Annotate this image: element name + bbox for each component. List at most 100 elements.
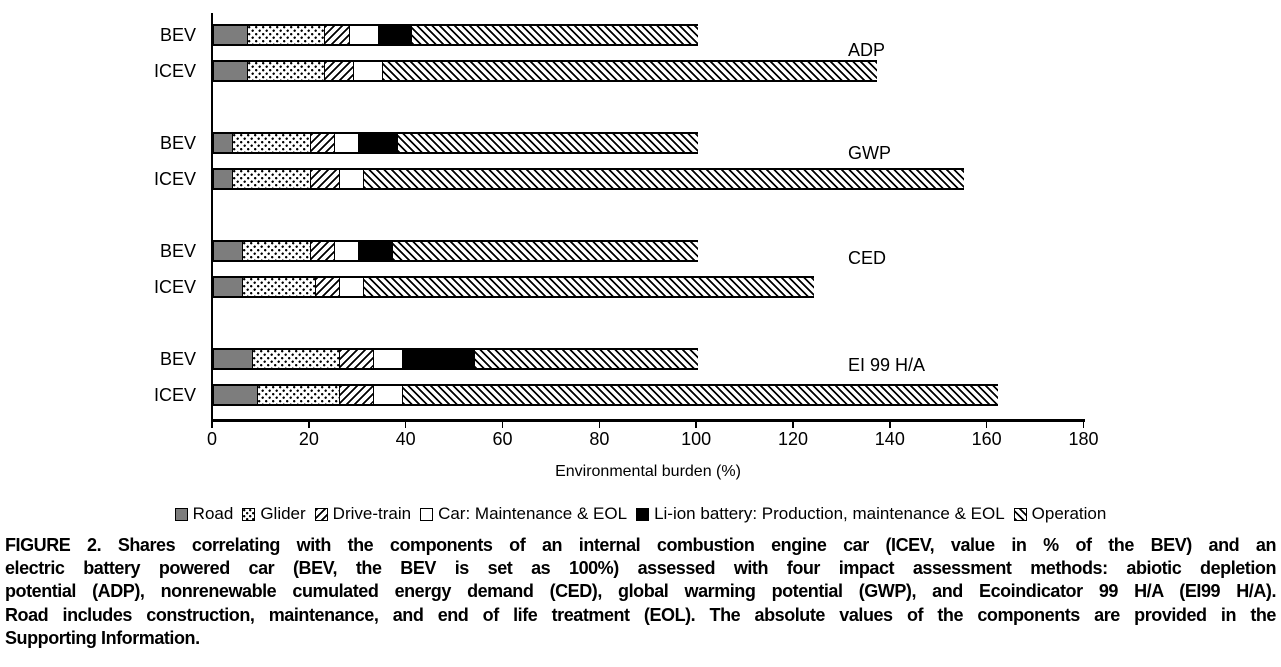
x-axis-tick-label: 80 [589, 429, 610, 449]
impact-method-label: EI 99 H/A [848, 355, 926, 375]
bar-segment-car_maintenance_eol [335, 134, 360, 152]
bar-segment-car_maintenance_eol [354, 62, 384, 80]
x-axis-tick-label: 120 [777, 429, 809, 449]
bar-segment-operation [393, 242, 699, 260]
bar-segment-car_maintenance_eol [373, 386, 403, 404]
bar-row-label: ICEV [153, 169, 196, 189]
x-axis-tick [985, 420, 988, 428]
stacked-bar [212, 132, 699, 154]
x-axis-line [211, 419, 1085, 422]
bar-segment-drive_train [310, 170, 340, 188]
x-axis-tick [211, 420, 213, 428]
impact-method-label: ADP [848, 40, 886, 60]
x-axis-tick-label: 100 [681, 429, 712, 449]
dotted-square-swatch-icon [242, 507, 256, 521]
caption-line: FIGURE 2. Shares correlating with the co… [5, 535, 1276, 555]
legend-label: Car: Maintenance & EOL [438, 504, 628, 523]
legend-label: Glider [260, 504, 306, 523]
x-axis-title: Environmental burden (%) [555, 463, 741, 480]
bar-segment-glider [247, 26, 326, 44]
chart-legend: Road Glider Drive-train Car: Maintenance & … [0, 501, 1281, 527]
bar-segment-car_maintenance_eol [339, 170, 365, 188]
legend-item: Operation [1013, 502, 1107, 526]
bar-segment-road [214, 278, 244, 296]
plot-area: Environmental burden (%) 0 20 40 60 80 100 120… [153, 13, 1099, 480]
legend-item: Glider [242, 502, 306, 526]
bar-segment-operation [364, 278, 815, 296]
bar-segment-road [214, 350, 253, 368]
bar-segment-li_ion_battery [378, 26, 413, 44]
bar-segment-drive_train [325, 62, 355, 80]
gray-square-swatch-icon [174, 507, 188, 521]
legend-label: Road [192, 504, 234, 523]
impact-method-label: CED [848, 248, 887, 268]
y-axis-line [211, 13, 213, 421]
stacked-bar [212, 276, 815, 298]
legend-item: Road [174, 502, 234, 526]
bar-row-label: BEV [159, 349, 196, 369]
x-axis-tick [598, 420, 601, 428]
x-axis-tick [501, 420, 504, 428]
bar-segment-car_maintenance_eol [349, 26, 379, 44]
bar-segment-car_maintenance_eol [339, 278, 365, 296]
bar-segment-li_ion_battery [359, 242, 394, 260]
white-square-swatch-icon [420, 507, 434, 521]
stacked-bar [212, 240, 699, 262]
x-axis-tick-label: 140 [874, 429, 905, 449]
back-hatch-square-swatch-icon [1013, 507, 1027, 521]
bar-segment-road [214, 26, 248, 44]
bar-segment-glider [233, 170, 311, 188]
stacked-bar [212, 384, 999, 406]
caption-line: Road includes construction, maintenance,… [5, 604, 1276, 625]
bar-segment-road [214, 242, 244, 260]
x-axis-tick [404, 420, 407, 428]
legend-label: Operation [1031, 504, 1107, 523]
x-axis-tick [889, 420, 891, 428]
caption-line: electric battery powered car (BEV, the B… [5, 558, 1276, 579]
bar-segment-li_ion_battery [402, 350, 476, 368]
forward-hatch-square-swatch-icon [314, 507, 328, 521]
bar-segment-drive_train [315, 278, 340, 296]
bar-row-label: BEV [159, 133, 196, 153]
bar-segment-glider [233, 134, 311, 152]
impact-method-label: GWP [848, 143, 891, 163]
bar-segment-operation [364, 170, 965, 188]
bar-segment-operation [412, 26, 699, 44]
bar-row-label: ICEV [153, 277, 196, 297]
bar-segment-operation [383, 62, 878, 80]
bar-segment-road [214, 170, 234, 188]
bar-row-label: BEV [159, 241, 196, 261]
bar-segment-operation [397, 134, 699, 152]
x-axis-tick [792, 420, 794, 428]
bar-segment-glider [257, 386, 340, 404]
legend-label: Drive-train [332, 504, 412, 523]
stacked-bar [212, 348, 699, 370]
bar-row-label: BEV [159, 25, 196, 45]
x-axis-tick [695, 420, 697, 428]
x-axis-tick-label: 20 [298, 429, 319, 449]
bar-segment-drive_train [310, 242, 336, 260]
legend-item: Drive-train [314, 502, 412, 526]
bar-row-label: ICEV [153, 61, 196, 81]
bar-segment-road [214, 134, 234, 152]
x-axis-tick [308, 420, 310, 428]
x-axis-tick-label: 40 [395, 429, 416, 449]
bar-segment-road [214, 62, 248, 80]
bar-segment-glider [247, 62, 326, 80]
black-square-swatch-icon [636, 507, 650, 521]
bar-segment-road [214, 386, 258, 404]
x-axis-tick-label: 180 [1068, 429, 1099, 449]
x-axis-tick-label: 60 [492, 429, 513, 449]
bar-segment-drive_train [339, 386, 374, 404]
x-axis-tick-label: 0 [206, 429, 217, 449]
caption-line: Supporting Information. [5, 627, 200, 648]
bar-segment-car_maintenance_eol [335, 242, 360, 260]
bar-row-label: ICEV [153, 385, 196, 405]
bar-segment-drive_train [310, 134, 336, 152]
stacked-bar [212, 60, 878, 82]
bar-segment-car_maintenance_eol [373, 350, 403, 368]
legend-label: Li-ion battery: Production, maintenance … [654, 504, 1005, 523]
stacked-bar [212, 24, 699, 46]
bar-segment-li_ion_battery [359, 134, 398, 152]
stacked-bar [212, 168, 965, 190]
